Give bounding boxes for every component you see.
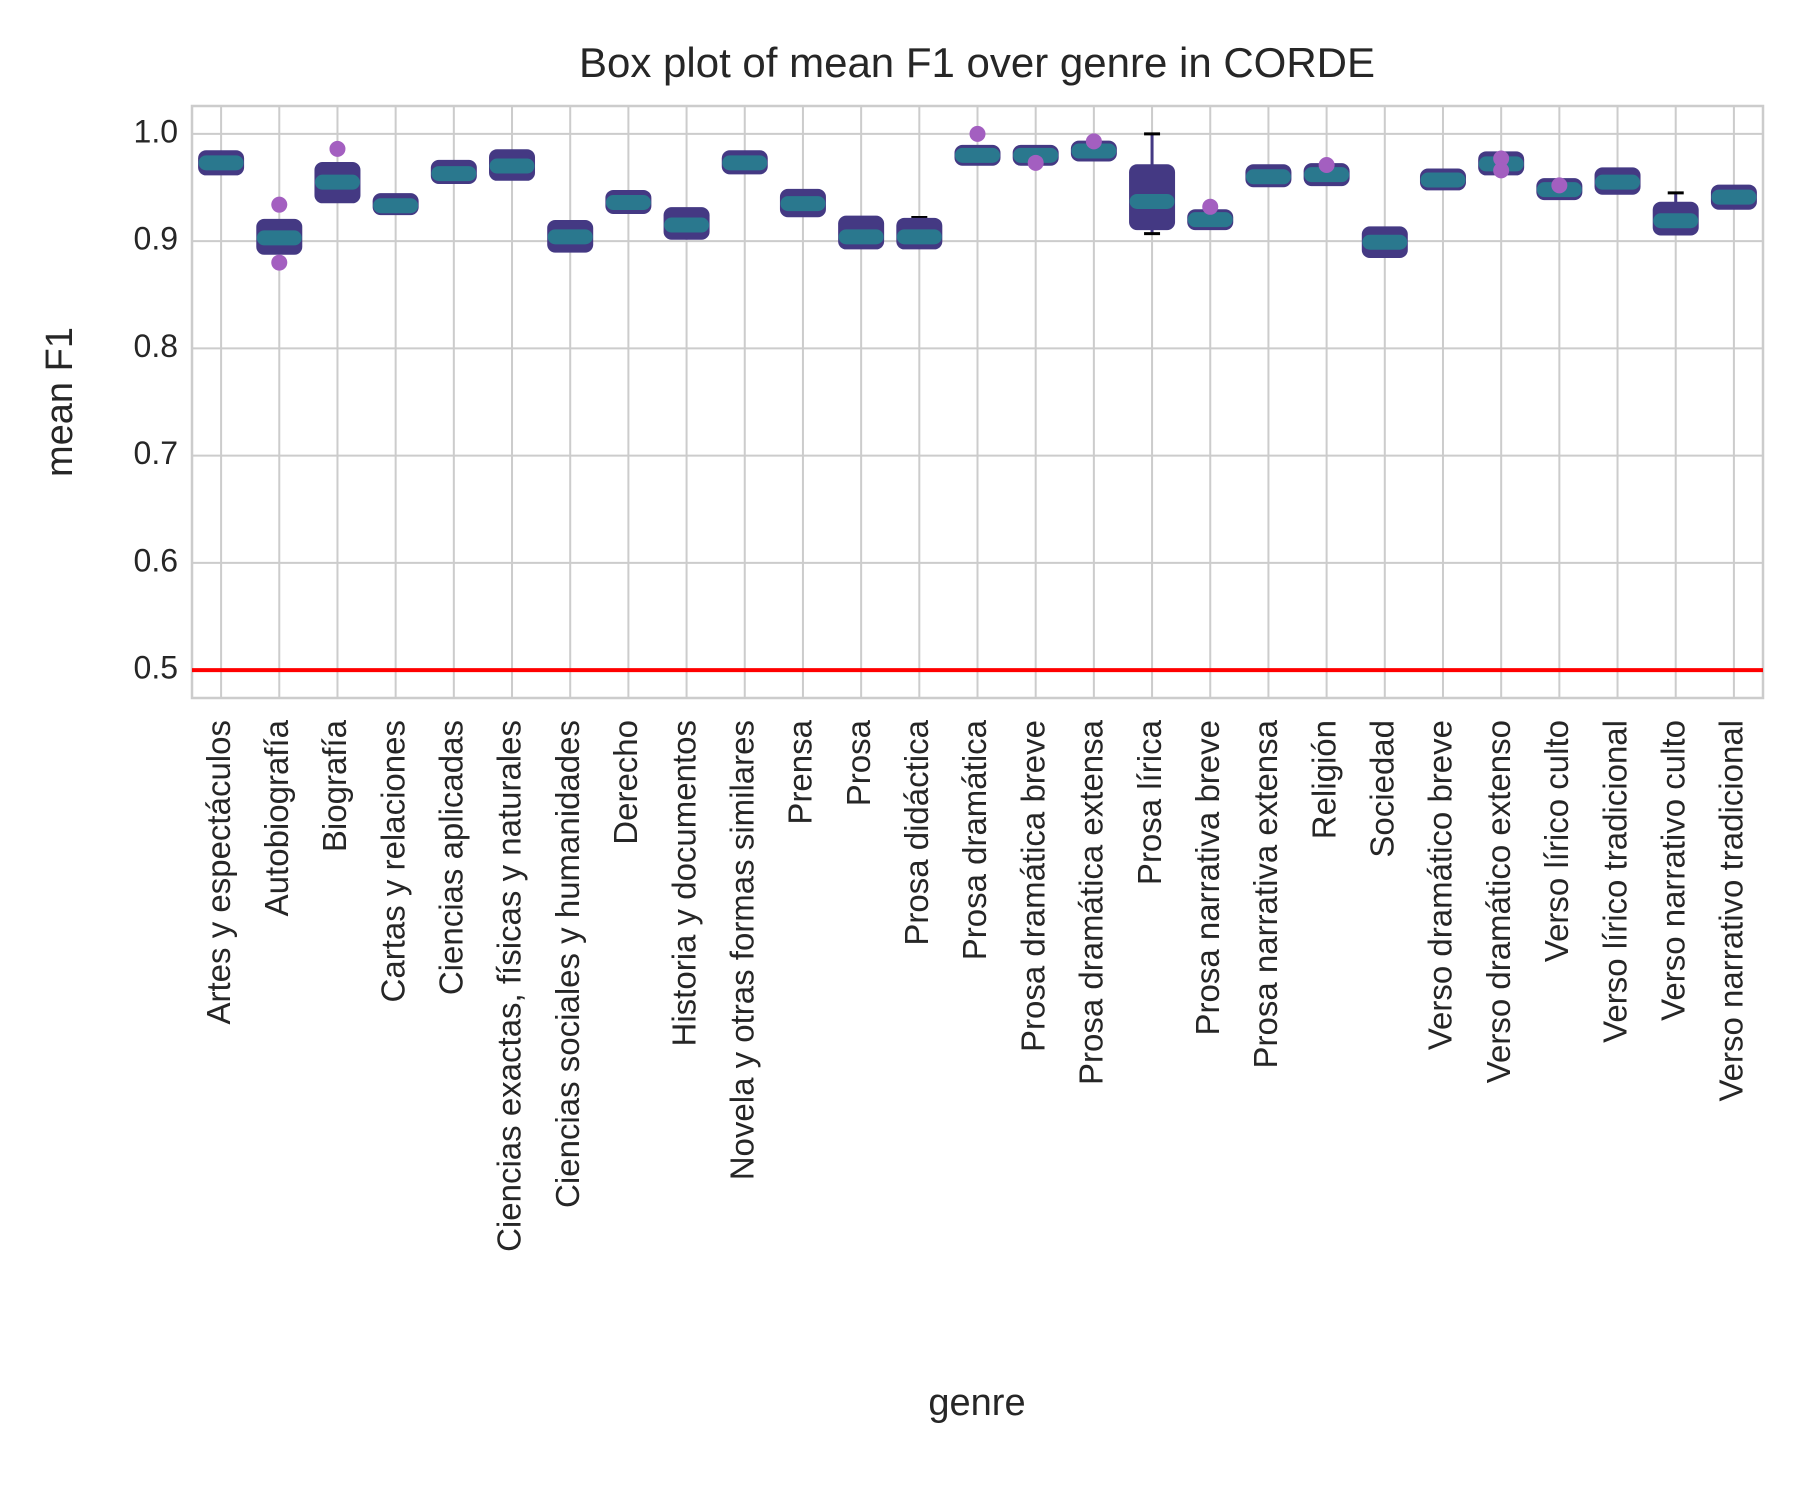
flier	[271, 254, 288, 271]
flier	[1202, 198, 1219, 215]
x-tick-label: Ciencias sociales y humanidades	[549, 720, 586, 1208]
plot-frame	[190, 104, 1765, 700]
x-tick-label: Novela y otras formas similares	[723, 720, 760, 1180]
y-tick-label: 0.6	[134, 542, 178, 578]
x-tick-label: Prosa dramática breve	[1014, 720, 1051, 1052]
x-tick-label: Prosa narrativa extensa	[1247, 719, 1284, 1068]
x-tick-label: Verso narrativo tradicional	[1713, 720, 1750, 1102]
x-tick-label: Biografía	[316, 719, 353, 852]
x-tick-label: Prensa	[782, 719, 819, 824]
x-tick-label: Verso lírico tradicional	[1596, 720, 1633, 1043]
y-axis-label: mean F1	[39, 327, 81, 477]
x-tick-label: Verso narrativo culto	[1654, 720, 1691, 1021]
x-tick-label: Verso lírico culto	[1538, 720, 1575, 962]
flier	[1551, 177, 1568, 194]
y-tick-label: 0.9	[134, 221, 178, 257]
x-tick-label: Religión	[1305, 720, 1342, 839]
x-tick-label: Historia y documentos	[665, 720, 702, 1046]
y-tick-label: 0.5	[134, 650, 178, 686]
x-tick-label: Prosa	[840, 719, 877, 806]
chart-title: Box plot of mean F1 over genre in CORDE	[579, 39, 1375, 86]
x-tick-label: Sociedad	[1364, 720, 1401, 858]
flier	[1085, 133, 1102, 150]
x-tick-label: Artes y espectáculos	[200, 720, 237, 1024]
x-tick-label: Derecho	[607, 720, 644, 845]
x-tick-label: Prosa didáctica	[898, 719, 935, 945]
x-tick-label: Prosa lírica	[1131, 719, 1168, 885]
x-axis-label: genre	[928, 1382, 1025, 1424]
x-tick-label: Ciencias aplicadas	[433, 720, 470, 995]
x-tick-label: Prosa dramática extensa	[1073, 719, 1110, 1085]
x-tick-label: Autobiografía	[258, 719, 295, 916]
x-tick-label: Verso dramático breve	[1422, 720, 1459, 1050]
flier	[271, 196, 288, 213]
x-tick-label: Prosa dramática	[956, 719, 993, 960]
x-tick-label: Prosa narrativa breve	[1189, 720, 1226, 1035]
x-tick-label: Verso dramático extenso	[1480, 720, 1517, 1083]
flier	[1493, 150, 1510, 167]
x-tick-label: Cartas y relaciones	[374, 720, 411, 1002]
x-tick-label: Ciencias exactas, físicas y naturales	[491, 720, 528, 1252]
y-tick-label: 0.7	[134, 435, 178, 471]
flier	[1318, 156, 1335, 173]
y-tick-label: 1.0	[134, 113, 178, 149]
flier	[1493, 162, 1510, 179]
flier	[329, 140, 346, 157]
flier	[1027, 154, 1044, 171]
y-tick-label: 0.8	[134, 328, 178, 364]
flier	[969, 125, 986, 142]
